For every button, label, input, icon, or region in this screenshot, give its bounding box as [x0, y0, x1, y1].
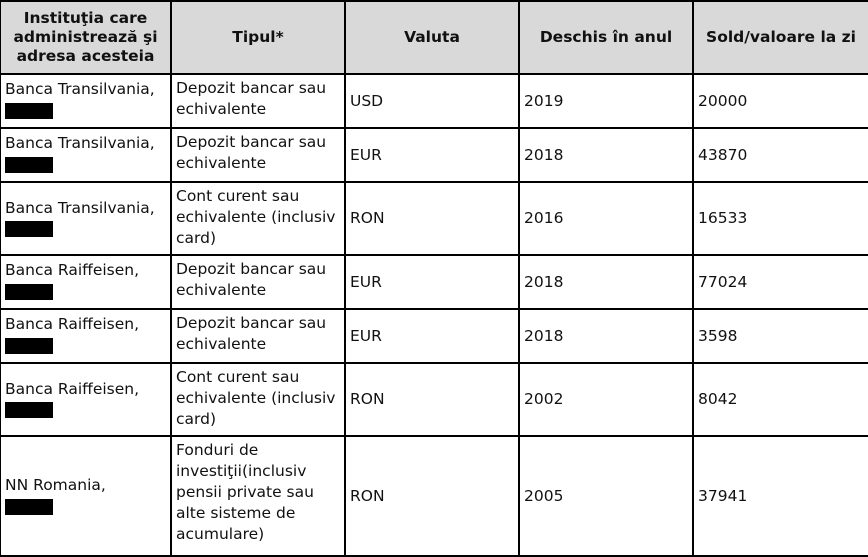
header-currency: Valuta [344, 0, 520, 75]
cell-institution: Banca Transilvania, [0, 127, 172, 183]
cell-value: 3598 [692, 308, 868, 364]
cell-currency: RON [344, 435, 520, 557]
redacted-address [5, 156, 53, 173]
cell-year: 2005 [518, 435, 694, 557]
cell-year: 2018 [518, 127, 694, 183]
institution-name: Banca Transilvania, [5, 80, 155, 98]
cell-institution: Banca Raiffeisen, [0, 362, 172, 437]
header-type: Tipul* [170, 0, 346, 75]
cell-currency: EUR [344, 127, 520, 183]
cell-year: 2018 [518, 254, 694, 310]
table-row: Banca Raiffeisen, Cont curent sau echiva… [0, 362, 868, 437]
table-row: Banca Raiffeisen, Depozit bancar sau ech… [0, 254, 868, 310]
cell-year: 2019 [518, 73, 694, 129]
redacted-address [5, 402, 53, 418]
cell-type: Cont curent sau echivalente (inclusiv ca… [170, 181, 346, 256]
institution-name: Banca Raiffeisen, [5, 261, 140, 279]
cell-institution: Banca Raiffeisen, [0, 308, 172, 364]
cell-currency: EUR [344, 254, 520, 310]
redacted-address [5, 337, 53, 354]
cell-currency: RON [344, 181, 520, 256]
cell-type: Depozit bancar sau echivalente [170, 308, 346, 364]
header-institution: Instituţia care administrează şi adresa … [0, 0, 172, 75]
table-row: NN Romania, Fonduri de investiţii(inclus… [0, 435, 868, 557]
header-value: Sold/valoare la zi [692, 0, 868, 75]
cell-institution: Banca Raiffeisen, [0, 254, 172, 310]
cell-value: 77024 [692, 254, 868, 310]
institution-name: Banca Transilvania, [5, 198, 155, 217]
cell-currency: USD [344, 73, 520, 129]
header-row: Instituţia care administrează şi adresa … [0, 0, 868, 75]
redacted-address [5, 102, 53, 119]
redacted-address [5, 221, 53, 237]
table-row: Banca Transilvania, Depozit bancar sau e… [0, 127, 868, 183]
table-row: Banca Raiffeisen, Depozit bancar sau ech… [0, 308, 868, 364]
institution-name: Banca Transilvania, [5, 134, 155, 152]
cell-type: Depozit bancar sau echivalente [170, 254, 346, 310]
cell-value: 20000 [692, 73, 868, 129]
cell-value: 43870 [692, 127, 868, 183]
cell-year: 2018 [518, 308, 694, 364]
cell-institution: NN Romania, [0, 435, 172, 557]
table-row: Banca Transilvania, Cont curent sau echi… [0, 181, 868, 256]
table-row: Banca Transilvania, Depozit bancar sau e… [0, 73, 868, 129]
cell-type: Fonduri de investiţii(inclusiv pensii pr… [170, 435, 346, 557]
redacted-address [5, 498, 53, 515]
cell-type: Depozit bancar sau echivalente [170, 73, 346, 129]
cell-value: 8042 [692, 362, 868, 437]
cell-type: Depozit bancar sau echivalente [170, 127, 346, 183]
cell-year: 2016 [518, 181, 694, 256]
institution-name: Banca Raiffeisen, [5, 315, 140, 333]
cell-currency: EUR [344, 308, 520, 364]
cell-institution: Banca Transilvania, [0, 73, 172, 129]
institution-name: Banca Raiffeisen, [5, 379, 140, 398]
cell-year: 2002 [518, 362, 694, 437]
header-year: Deschis în anul [518, 0, 694, 75]
institution-name: NN Romania, [5, 476, 106, 494]
cell-value: 16533 [692, 181, 868, 256]
redacted-address [5, 283, 53, 300]
cell-institution: Banca Transilvania, [0, 181, 172, 256]
cell-value: 37941 [692, 435, 868, 557]
cell-currency: RON [344, 362, 520, 437]
cell-type: Cont curent sau echivalente (inclusiv ca… [170, 362, 346, 437]
